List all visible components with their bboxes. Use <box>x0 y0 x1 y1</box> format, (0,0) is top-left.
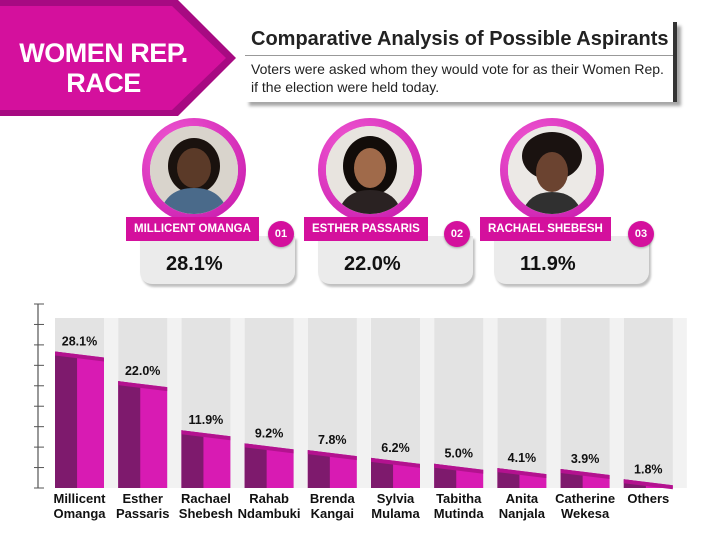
candidate-rank: 03 <box>628 221 654 247</box>
banner-title: WOMEN REP. RACE <box>6 38 201 98</box>
candidate-photo <box>150 126 238 214</box>
candidate-rank: 02 <box>444 221 470 247</box>
bar-track-side <box>482 318 498 488</box>
data-label: 7.8% <box>318 433 347 447</box>
candidate-pct-box: 11.9% <box>494 236 649 284</box>
x-tick-label: Anita <box>506 491 539 506</box>
data-label: 1.8% <box>634 462 663 476</box>
banner-line-2: RACE <box>66 68 141 98</box>
page-subtitle: Voters were asked whom they would vote f… <box>251 61 664 95</box>
bar-shade <box>307 450 330 488</box>
candidate-name: ESTHER PASSARIS <box>304 217 428 241</box>
bar-track-side <box>166 318 182 488</box>
x-tick-label: Rachael <box>181 491 231 506</box>
candidate-photo-ring <box>500 118 604 222</box>
banner-shape <box>0 0 236 116</box>
x-tick-label: Sylvia <box>377 491 415 506</box>
bar-top <box>560 469 610 480</box>
x-tick-label: Rahab <box>249 491 289 506</box>
candidate-name: MILLICENT OMANGA <box>126 217 259 241</box>
x-tick-label: Mutinda <box>434 506 485 521</box>
bar-top <box>497 468 547 479</box>
x-tick-label: Nanjala <box>499 506 546 521</box>
data-label: 3.9% <box>571 452 600 466</box>
candidate-name: RACHAEL SHEBESH <box>480 217 611 241</box>
x-tick-label: Millicent <box>53 491 106 506</box>
page-title: Comparative Analysis of Possible Aspiran… <box>251 28 669 50</box>
bar-track-side <box>103 318 118 488</box>
bar-shade <box>55 351 78 488</box>
candidate-photo-ring <box>142 118 246 222</box>
data-label: 11.9% <box>189 413 224 427</box>
candidate-photo <box>326 126 414 214</box>
candidate-pct-box: 22.0% <box>318 236 473 284</box>
bar-track-side <box>292 318 308 488</box>
x-tick-label: Esther <box>122 491 162 506</box>
candidate-pct: 22.0% <box>344 253 401 275</box>
header-box: Comparative Analysis of Possible Aspiran… <box>245 22 677 102</box>
data-label: 4.1% <box>508 451 537 465</box>
candidate-card-3: 11.9% RACHAEL SHEBESH 03 <box>480 118 674 290</box>
bar-top <box>434 463 484 474</box>
x-tick-label: Catherine <box>555 491 615 506</box>
candidate-pct-box: 28.1% <box>140 236 295 284</box>
bar-track-side <box>608 318 624 488</box>
bar-top <box>623 479 673 490</box>
candidate-pct: 28.1% <box>166 253 223 275</box>
header-divider <box>245 55 673 56</box>
x-tick-label: Others <box>627 491 669 506</box>
x-tick-label: Mulama <box>371 506 420 521</box>
data-label: 22.0% <box>125 364 160 378</box>
bar-track <box>434 318 484 488</box>
race-banner: WOMEN REP. RACE <box>0 0 300 118</box>
data-label: 9.2% <box>255 426 284 440</box>
candidate-pct: 11.9% <box>520 253 576 275</box>
data-label: 28.1% <box>62 335 97 349</box>
candidate-photo <box>508 126 596 214</box>
bar-shade <box>434 463 457 488</box>
bar-track-side <box>419 318 434 488</box>
bar-track-side <box>355 318 371 488</box>
bar-track <box>497 318 547 488</box>
candidate-rank: 01 <box>268 221 294 247</box>
x-tick-label: Wekesa <box>561 506 610 521</box>
bar-top <box>307 450 357 461</box>
bar-top <box>371 457 420 468</box>
x-tick-label: Tabitha <box>436 491 482 506</box>
banner-line-1: WOMEN REP. <box>19 38 188 68</box>
bar-track <box>560 318 610 488</box>
x-tick-label: Shebesh <box>179 506 233 521</box>
x-tick-label: Passaris <box>116 506 170 521</box>
bar-top <box>118 381 168 392</box>
bar-top <box>55 351 104 362</box>
candidate-card-2: 22.0% ESTHER PASSARIS 02 <box>304 118 498 290</box>
bar-track <box>623 318 673 488</box>
x-tick-label: Omanga <box>53 506 106 521</box>
bar-shade <box>371 457 394 488</box>
candidate-card-1: 28.1% MILLICENT OMANGA 01 <box>126 118 320 290</box>
candidate-photo-ring <box>318 118 422 222</box>
x-tick-label: Kangai <box>311 506 354 521</box>
bar-shade <box>118 381 141 488</box>
bar-shade <box>244 443 267 488</box>
bar-track-side <box>671 318 687 488</box>
bar-track-side <box>545 318 561 488</box>
x-tick-label: Brenda <box>310 491 356 506</box>
bar-top <box>244 443 294 454</box>
data-label: 6.2% <box>381 441 410 455</box>
x-tick-label: Ndambuki <box>238 506 301 521</box>
bar-top <box>181 430 231 441</box>
bar-shade <box>181 430 204 488</box>
data-label: 5.0% <box>444 447 473 461</box>
bar-track-side <box>229 318 245 488</box>
